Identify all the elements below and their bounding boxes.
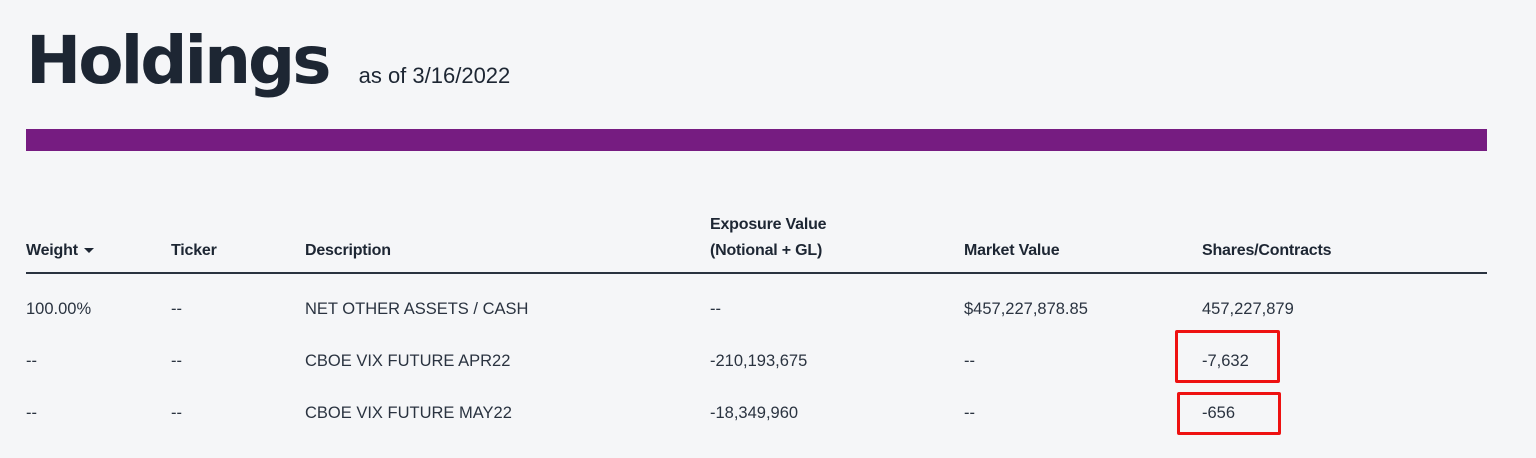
cell-exposure-value: -210,193,675 — [710, 352, 808, 370]
cell-exposure-value: -18,349,960 — [710, 404, 799, 422]
as-of-date: as of 3/16/2022 — [358, 63, 511, 88]
column-header-market-value[interactable]: Market Value — [964, 238, 1060, 264]
column-header-exposure-value[interactable]: Exposure Value (Notional + GL) — [710, 212, 827, 264]
column-header-shares-contracts[interactable]: Shares/Contracts — [1202, 238, 1331, 264]
holdings-table: Weight Ticker Description Exposure Value… — [26, 212, 1487, 430]
column-header-ticker[interactable]: Ticker — [171, 238, 217, 264]
caret-down-icon — [83, 248, 94, 254]
cell-exposure-value: -- — [710, 300, 721, 318]
column-header-weight[interactable]: Weight — [26, 238, 94, 264]
column-label-line2: (Notional + GL) — [710, 242, 823, 259]
column-label: Market Value — [964, 242, 1060, 259]
column-label: Shares/Contracts — [1202, 242, 1332, 259]
cell-weight: 100.00% — [26, 300, 92, 318]
cell-market-value: -- — [964, 404, 975, 422]
cell-shares-contracts: -7,632 — [1202, 352, 1249, 370]
accent-bar — [26, 129, 1487, 151]
table-body: 100.00% -- NET OTHER ASSETS / CASH -- $4… — [26, 286, 1487, 442]
table-row: -- -- CBOE VIX FUTURE APR22 -210,193,675… — [26, 338, 1487, 390]
column-label: Description — [305, 242, 391, 259]
cell-weight: -- — [26, 404, 37, 422]
cell-market-value: $457,227,878.85 — [964, 300, 1088, 318]
column-label: Ticker — [171, 242, 217, 259]
cell-market-value: -- — [964, 352, 975, 370]
title-row: Holdings as of 3/16/2022 — [26, 28, 510, 94]
column-header-description[interactable]: Description — [305, 238, 391, 264]
cell-description: NET OTHER ASSETS / CASH — [305, 300, 529, 318]
table-header: Weight Ticker Description Exposure Value… — [26, 212, 1487, 274]
cell-shares-contracts: 457,227,879 — [1202, 300, 1294, 318]
table-row: -- -- CBOE VIX FUTURE MAY22 -18,349,960 … — [26, 390, 1487, 442]
cell-ticker: -- — [171, 404, 182, 422]
cell-ticker: -- — [171, 352, 182, 370]
cell-weight: -- — [26, 352, 37, 370]
cell-description: CBOE VIX FUTURE APR22 — [305, 352, 511, 370]
cell-shares-contracts: -656 — [1202, 404, 1236, 422]
cell-description: CBOE VIX FUTURE MAY22 — [305, 404, 512, 422]
column-label: Weight — [26, 242, 78, 259]
page-title: Holdings — [26, 22, 332, 99]
table-row: 100.00% -- NET OTHER ASSETS / CASH -- $4… — [26, 286, 1487, 338]
cell-ticker: -- — [171, 300, 182, 318]
column-label-line1: Exposure Value — [710, 216, 827, 233]
